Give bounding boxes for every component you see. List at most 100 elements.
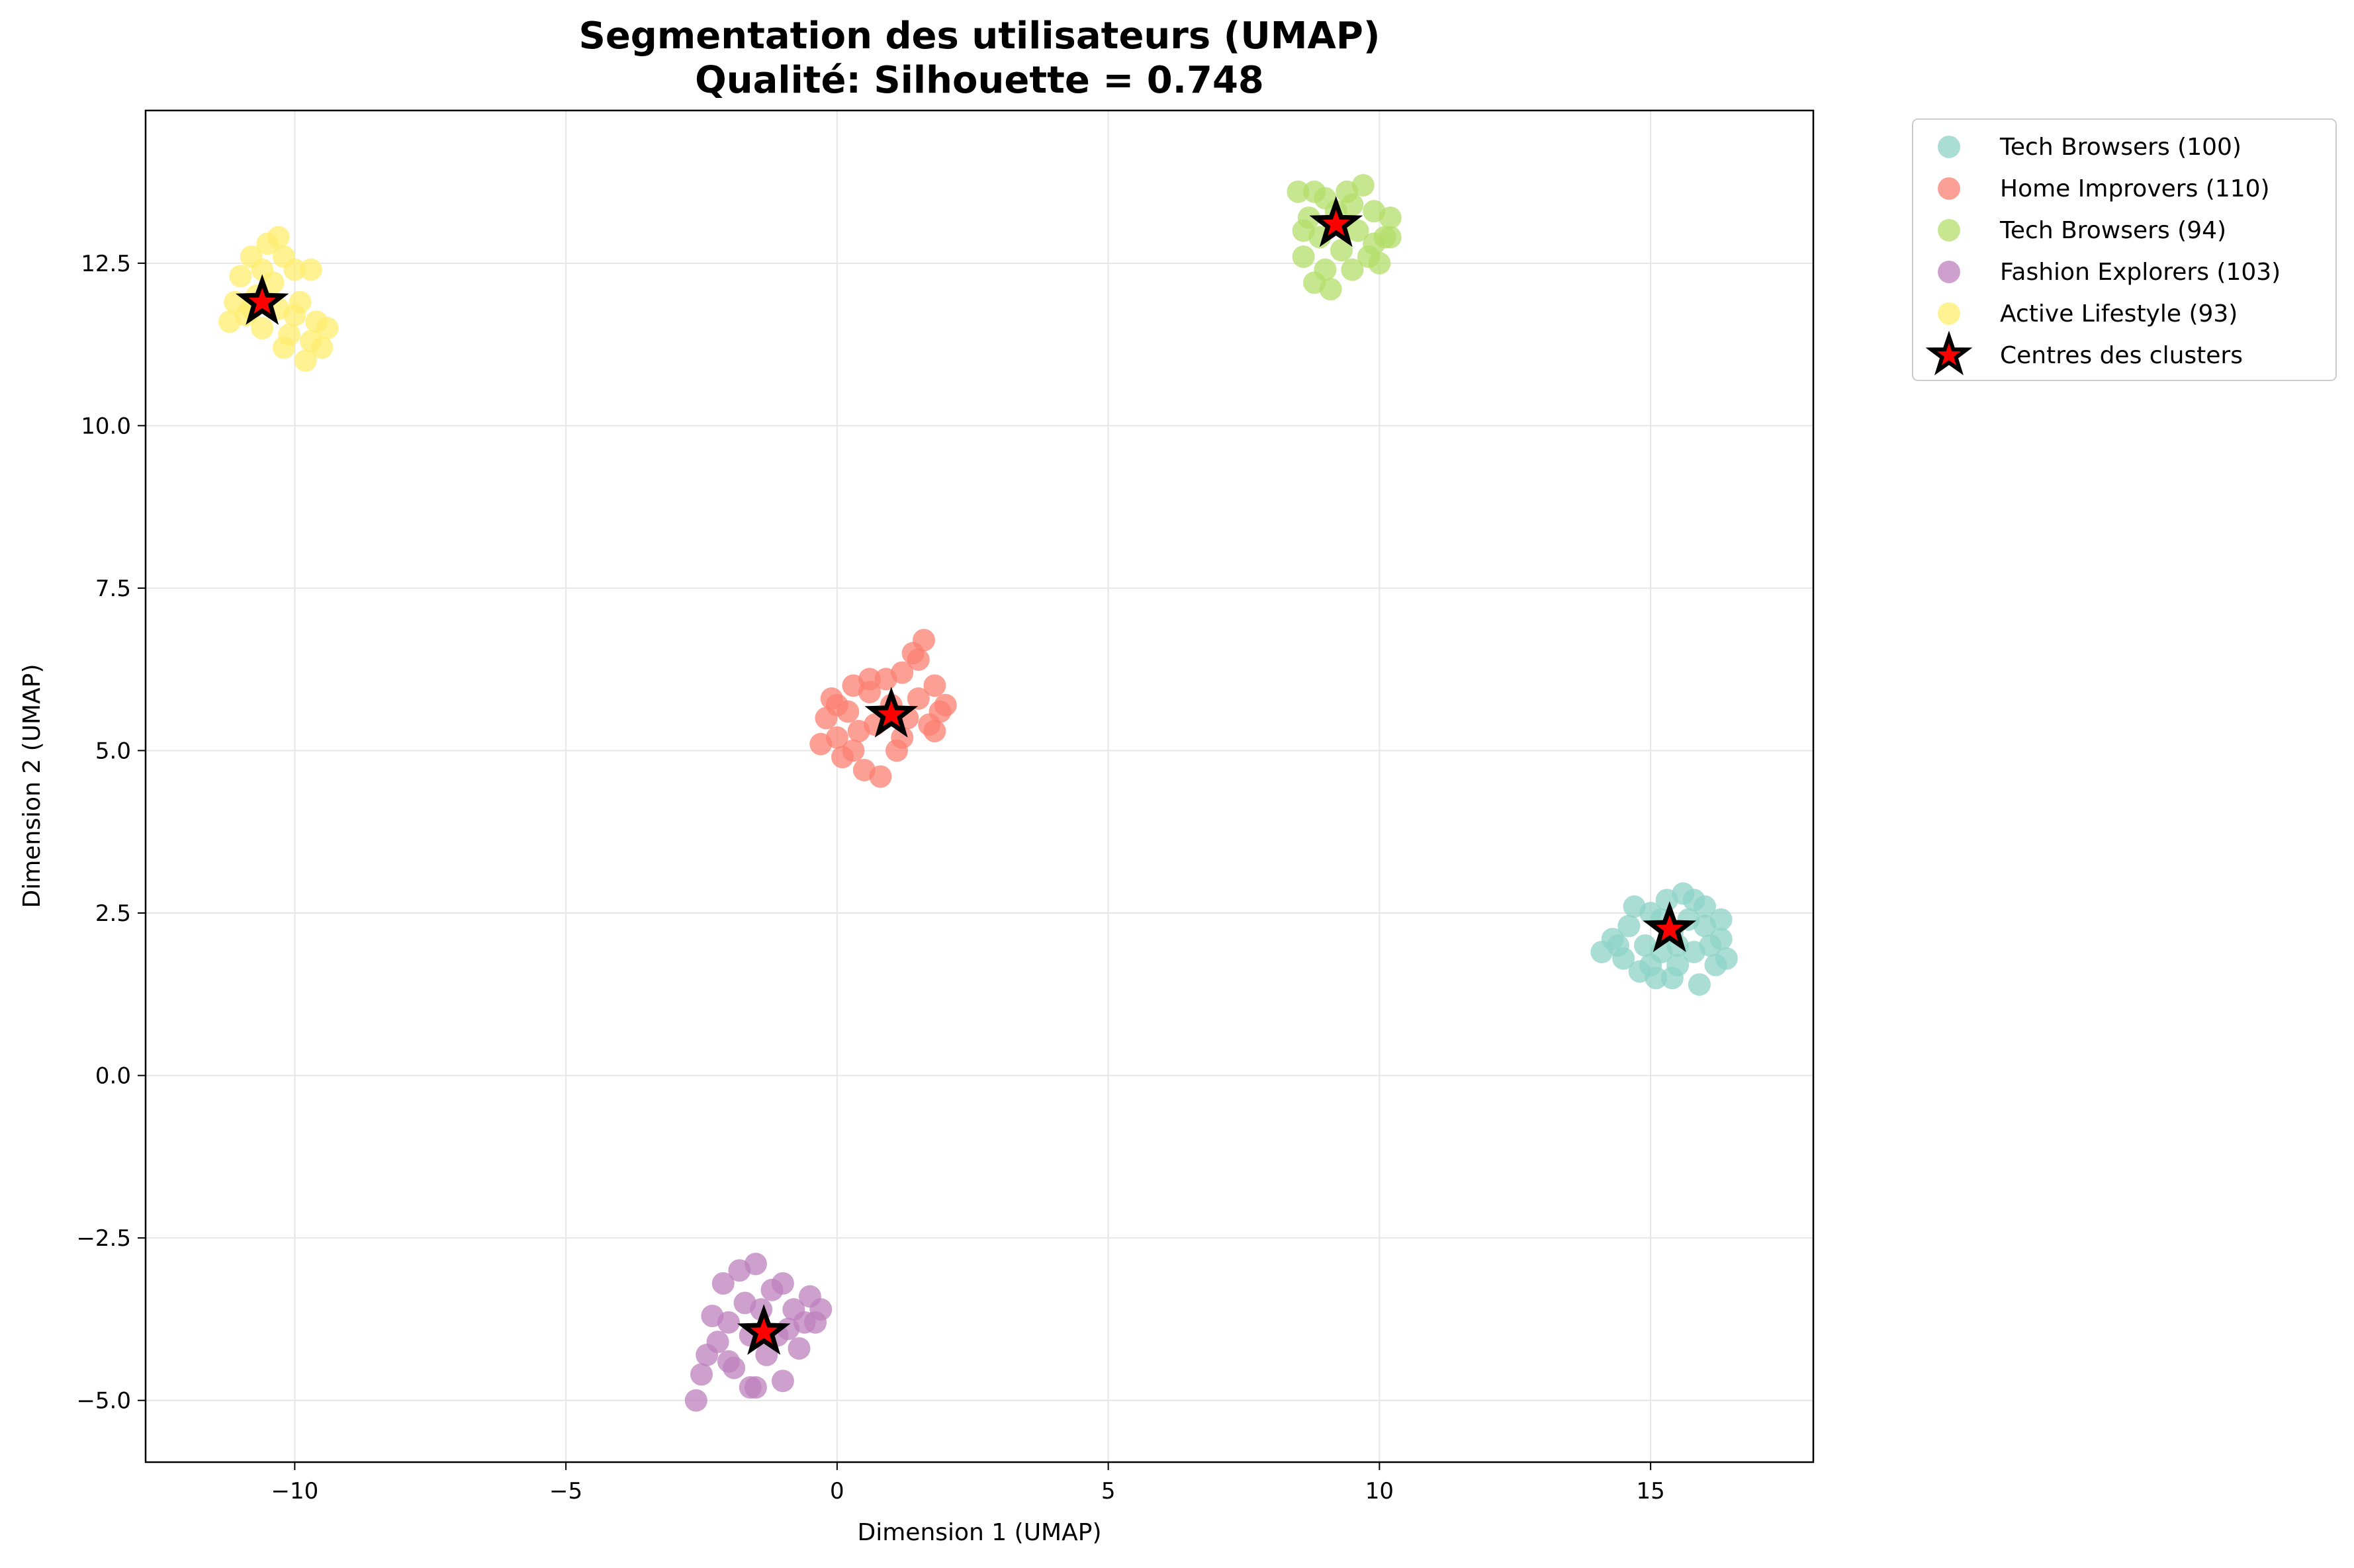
- y-axis-ticks: −5.0 −2.5 0.0 2.5 5.0 7.5 10.0 12.5: [76, 251, 146, 1415]
- data-point: [1379, 226, 1402, 249]
- legend-marker: [1938, 219, 1960, 241]
- plot-frame: [144, 109, 1815, 1463]
- data-point: [1709, 908, 1733, 931]
- data-point: [825, 726, 848, 749]
- data-point: [1639, 953, 1662, 977]
- data-point: [1368, 251, 1391, 275]
- legend-label: Home Improvers (110): [2000, 175, 2270, 202]
- data-point: [1715, 947, 1738, 970]
- data-point: [1314, 258, 1337, 281]
- data-point: [717, 1350, 740, 1373]
- data-point: [1319, 278, 1342, 301]
- data-point: [788, 1337, 811, 1360]
- data-point: [1292, 219, 1315, 242]
- data-point: [690, 1363, 713, 1386]
- cluster-center-star: [1309, 196, 1363, 247]
- data-point: [809, 1298, 833, 1321]
- y-tick-label: 12.5: [81, 251, 131, 277]
- legend-label: Tech Browsers (100): [1999, 134, 2241, 161]
- data-point: [283, 258, 306, 281]
- x-tick-label: 10: [1365, 1478, 1394, 1504]
- data-point: [706, 1330, 729, 1354]
- cluster-centers: [235, 196, 1697, 1355]
- legend-marker: [1938, 136, 1960, 158]
- series-3: [684, 1252, 833, 1412]
- series-2: [1287, 173, 1402, 301]
- x-tick-label: 15: [1637, 1478, 1665, 1504]
- data-point: [923, 720, 946, 743]
- cluster-center-star: [1643, 901, 1697, 952]
- data-point: [1341, 258, 1364, 281]
- y-tick-label: −2.5: [76, 1225, 131, 1252]
- legend-label: Active Lifestyle (93): [2000, 300, 2238, 327]
- x-tick-label: 5: [1101, 1478, 1116, 1504]
- y-axis-label: Dimension 2 (UMAP): [19, 664, 46, 908]
- legend-box: [1912, 118, 2337, 381]
- data-point: [891, 661, 914, 684]
- data-point: [229, 265, 252, 288]
- data-point: [267, 226, 290, 249]
- data-point: [294, 349, 317, 372]
- x-axis-label: Dimension 1 (UMAP): [858, 1519, 1102, 1546]
- data-point: [717, 1311, 740, 1334]
- data-point: [744, 1252, 767, 1276]
- data-point: [755, 1343, 778, 1366]
- data-point: [1346, 219, 1369, 242]
- legend-label: Centres des clusters: [2000, 342, 2243, 369]
- data-point: [907, 687, 930, 710]
- data-point: [251, 317, 274, 340]
- cluster-center-star: [235, 274, 289, 325]
- data-point: [1379, 206, 1402, 230]
- data-point: [251, 258, 274, 281]
- data-point: [684, 1389, 707, 1412]
- data-point: [283, 304, 306, 327]
- data-point: [934, 693, 957, 717]
- data-point: [1351, 173, 1375, 196]
- data-point: [1292, 245, 1315, 268]
- legend: Tech Browsers (100) Home Improvers (110) T…: [1912, 118, 2337, 381]
- data-point: [1606, 934, 1629, 957]
- data-point: [858, 668, 882, 691]
- legend-marker: [1938, 177, 1960, 200]
- y-tick-label: 5.0: [95, 738, 131, 764]
- y-tick-label: 0.0: [95, 1063, 131, 1090]
- chart-title: Segmentation des utilisateurs (UMAP): [578, 15, 1380, 58]
- data-points: [218, 173, 1738, 1412]
- y-tick-label: −5.0: [76, 1388, 131, 1415]
- data-point: [842, 739, 865, 762]
- y-tick-label: 7.5: [95, 576, 131, 602]
- data-point: [771, 1370, 794, 1393]
- data-point: [891, 726, 914, 749]
- data-point: [923, 674, 946, 697]
- x-tick-label: −10: [271, 1478, 318, 1504]
- legend-marker: [1938, 261, 1960, 283]
- data-point: [1341, 193, 1364, 216]
- y-tick-label: 2.5: [95, 900, 131, 927]
- data-point: [771, 1272, 794, 1295]
- y-tick-label: 10.0: [81, 413, 131, 439]
- data-point: [316, 317, 339, 340]
- data-point: [1330, 239, 1353, 262]
- cluster-center-star: [737, 1304, 791, 1355]
- legend-label: Tech Browsers (94): [1999, 217, 2226, 244]
- chart-subtitle: Qualité: Silhouette = 0.748: [695, 59, 1264, 102]
- data-point: [913, 629, 935, 652]
- cluster-center-star: [864, 687, 919, 738]
- data-point: [1660, 967, 1684, 990]
- legend-label: Fashion Explorers (103): [2000, 259, 2281, 286]
- data-point: [869, 765, 892, 788]
- x-axis-ticks: −10 −5 0 5 10 15: [271, 1462, 1665, 1504]
- data-point: [711, 1272, 735, 1295]
- data-point: [1688, 973, 1711, 996]
- x-tick-label: 0: [830, 1478, 844, 1504]
- legend-marker: [1938, 302, 1960, 325]
- data-point: [1617, 914, 1641, 937]
- data-point: [1303, 180, 1326, 203]
- data-point: [907, 648, 930, 671]
- x-tick-label: −5: [549, 1478, 582, 1504]
- data-point: [272, 336, 295, 359]
- data-point: [299, 258, 322, 281]
- data-point: [1682, 889, 1705, 912]
- data-point: [1709, 928, 1733, 951]
